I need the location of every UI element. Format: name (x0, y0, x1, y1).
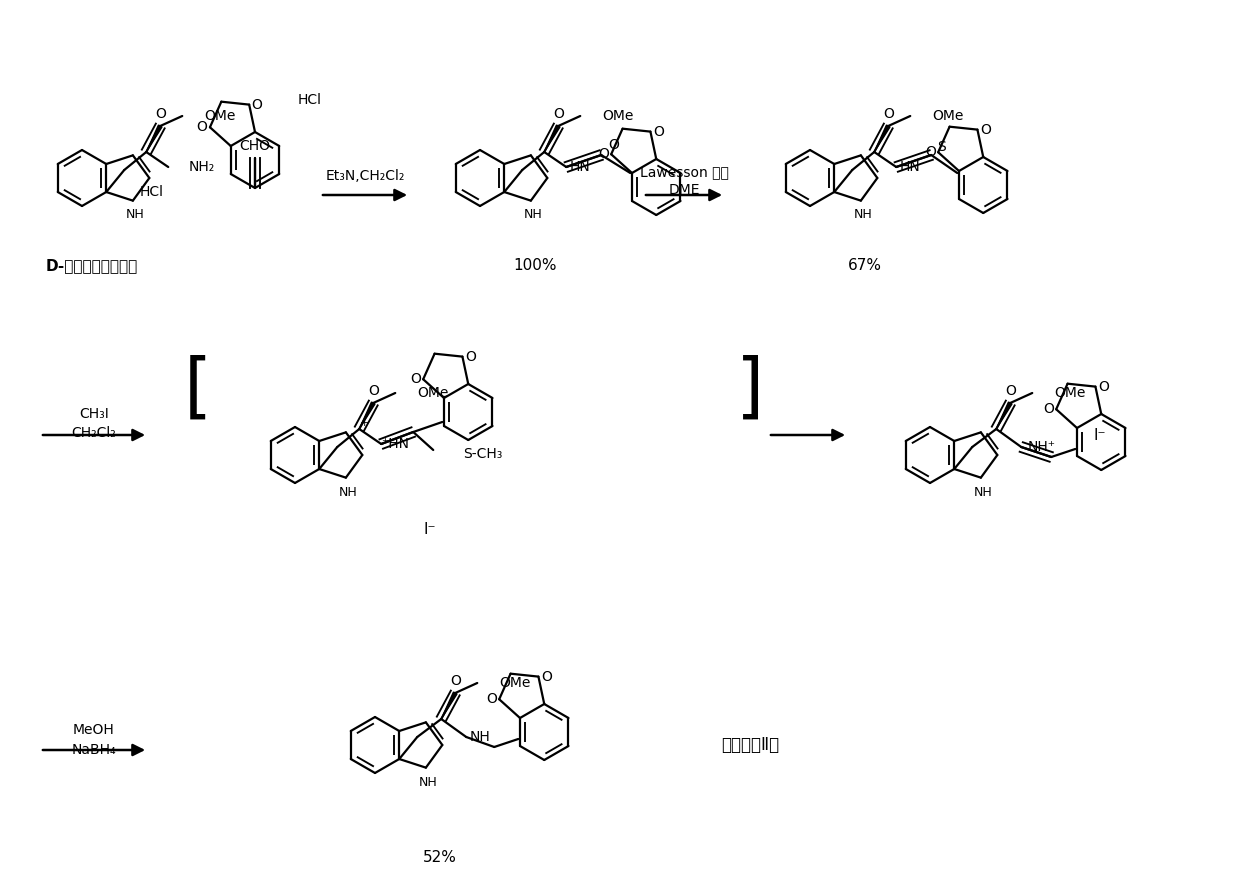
Polygon shape (996, 402, 1012, 429)
Text: NH: NH (973, 486, 992, 499)
Polygon shape (874, 125, 890, 152)
Text: Et₃N,CH₂Cl₂: Et₃N,CH₂Cl₂ (325, 169, 404, 183)
Text: O: O (450, 674, 461, 688)
Text: NaBH₄: NaBH₄ (72, 743, 117, 757)
Text: NH: NH (523, 208, 542, 221)
Text: CH₃I: CH₃I (79, 407, 109, 421)
Text: S: S (937, 140, 946, 154)
Text: OMe: OMe (500, 676, 531, 690)
Text: O: O (608, 138, 619, 152)
Text: DME: DME (668, 183, 699, 197)
Text: O: O (883, 107, 894, 121)
Text: HN: HN (900, 160, 920, 174)
Text: ]: ] (735, 355, 764, 424)
Text: Lawesson 试剂: Lawesson 试剂 (640, 165, 728, 179)
Text: OMe: OMe (603, 109, 634, 123)
Text: CH₂Cl₂: CH₂Cl₂ (72, 426, 117, 440)
Text: 100%: 100% (513, 258, 557, 273)
Text: NH⁺: NH⁺ (1027, 440, 1055, 454)
Text: 化合物（Ⅱ）: 化合物（Ⅱ） (720, 736, 779, 754)
Text: O: O (1097, 379, 1109, 393)
Text: NH: NH (419, 776, 438, 789)
Text: NH₂: NH₂ (188, 160, 215, 174)
Text: O: O (980, 123, 991, 137)
Text: O: O (541, 669, 552, 683)
Text: O: O (653, 125, 663, 139)
Text: CHO: CHO (239, 139, 270, 153)
Text: O: O (486, 692, 497, 706)
Text: O: O (925, 145, 936, 159)
Text: O: O (409, 372, 420, 386)
Text: O: O (465, 349, 476, 363)
Text: O: O (196, 120, 207, 134)
Polygon shape (441, 692, 458, 719)
Text: MeOH: MeOH (73, 723, 115, 737)
Text: O: O (368, 384, 378, 398)
Text: NH: NH (339, 486, 357, 499)
Polygon shape (360, 402, 374, 429)
Polygon shape (544, 125, 560, 152)
Text: NH: NH (470, 730, 491, 744)
Text: O: O (553, 107, 564, 121)
Text: HCl: HCl (139, 185, 164, 199)
Text: OMe: OMe (417, 386, 449, 400)
Text: D-色氨酸甲酯盐酸盐: D-色氨酸甲酯盐酸盐 (46, 258, 138, 273)
Polygon shape (146, 125, 162, 152)
Text: HCl: HCl (298, 93, 322, 107)
Text: I⁻: I⁻ (1094, 428, 1106, 443)
Text: O: O (598, 148, 609, 161)
Text: OMe: OMe (205, 109, 236, 123)
Text: +: + (360, 418, 370, 428)
Text: OMe: OMe (932, 109, 963, 123)
Text: S-CH₃: S-CH₃ (464, 447, 502, 461)
Text: O: O (1043, 402, 1054, 416)
Text: NH: NH (853, 208, 872, 221)
Text: I⁻: I⁻ (424, 522, 436, 537)
Text: O: O (252, 97, 263, 111)
Text: OMe: OMe (1054, 386, 1086, 400)
Text: ⁺HN: ⁺HN (381, 437, 409, 451)
Text: 52%: 52% (423, 850, 456, 865)
Text: O: O (1004, 384, 1016, 398)
Text: [: [ (184, 355, 212, 424)
Text: O: O (155, 107, 166, 121)
Text: 67%: 67% (848, 258, 882, 273)
Text: HN: HN (570, 160, 590, 174)
Text: NH: NH (125, 208, 144, 221)
